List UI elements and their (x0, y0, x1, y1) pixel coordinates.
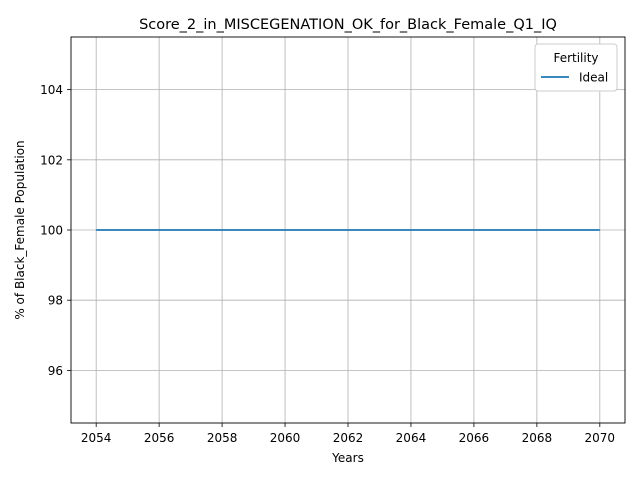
x-tick-label: 2068 (522, 431, 553, 445)
y-tick-label: 100 (40, 224, 63, 238)
y-tick-label: 104 (40, 83, 63, 97)
x-tick-label: 2066 (459, 431, 490, 445)
x-tick-label: 2060 (270, 431, 301, 445)
x-tick-label: 2070 (585, 431, 616, 445)
y-tick-label: 102 (40, 153, 63, 167)
x-tick-label: 2064 (396, 431, 427, 445)
y-tick-label: 98 (48, 294, 63, 308)
ticks: 2054 2056 2058 2060 2062 2064 2066 2068 2070 96 98… (40, 83, 615, 445)
y-tick-label: 96 (48, 364, 63, 378)
legend-entry-label: Ideal (579, 71, 608, 85)
x-tick-label: 2058 (207, 431, 238, 445)
x-axis-label: Years (331, 451, 364, 465)
x-tick-label: 2056 (144, 431, 175, 445)
legend-title: Fertility (553, 51, 598, 65)
legend: Fertility Ideal (534, 43, 618, 92)
legend-box (534, 43, 618, 92)
x-tick-label: 2054 (81, 431, 112, 445)
x-tick-label: 2062 (333, 431, 364, 445)
y-axis-label: % of Black_Female Population (13, 140, 27, 319)
chart-title: Score_2_in_MISCEGENATION_OK_for_Black_Fe… (139, 17, 557, 33)
